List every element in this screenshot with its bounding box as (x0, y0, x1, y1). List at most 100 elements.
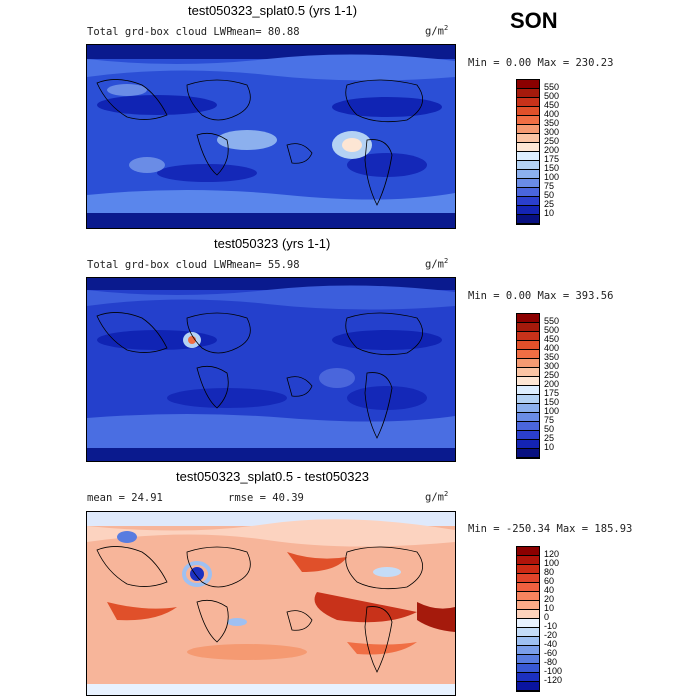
colorbar-label: 150 (544, 397, 560, 407)
colorbar-label: 100 (544, 558, 560, 568)
panel2-subtitle: Total grd-box cloud LWP (87, 259, 233, 271)
colorbar-label: 100 (544, 172, 560, 182)
colorbar-swatch (517, 682, 539, 691)
panel1-title: test050323_splat0.5 (yrs 1-1) (188, 3, 358, 18)
colorbar-swatch (517, 323, 539, 332)
colorbar-label: 250 (544, 370, 560, 380)
panel2-colorbar-labels: 550 500 450 400 350 300 250 200 175 150 100 75 50 25 1… (544, 313, 584, 457)
colorbar-swatch (517, 197, 539, 206)
colorbar-label: 550 (544, 316, 560, 326)
colorbar-swatch (517, 134, 539, 143)
colorbar-label: -60 (544, 648, 558, 658)
panel3-minmax: Min = -250.34 Max = 185.93 (468, 523, 633, 535)
colorbar-label: -100 (544, 666, 563, 676)
panel2-mean: mean= 55.98 (230, 259, 300, 271)
colorbar-label: 75 (544, 181, 555, 191)
colorbar-swatch (517, 574, 539, 583)
colorbar-label: 250 (544, 136, 560, 146)
panel3-colorbar (516, 546, 540, 692)
colorbar-label: 50 (544, 190, 555, 200)
panel3-rmse: rmse = 40.39 (228, 492, 304, 504)
colorbar-label: -20 (544, 630, 558, 640)
colorbar-swatch (517, 170, 539, 179)
colorbar-swatch (517, 610, 539, 619)
colorbar-label: -120 (544, 675, 563, 685)
colorbar-swatch (517, 368, 539, 377)
panel2-minmax: Min = 0.00 Max = 393.56 (468, 290, 614, 302)
colorbar-label: 450 (544, 334, 560, 344)
colorbar-label: 50 (544, 424, 555, 434)
colorbar-label: 300 (544, 127, 560, 137)
colorbar-swatch (517, 449, 539, 458)
colorbar-label: 350 (544, 352, 560, 362)
panel1-colorbar (516, 79, 540, 225)
colorbar-swatch (517, 107, 539, 116)
panel1-map (86, 44, 456, 229)
colorbar-swatch (517, 440, 539, 449)
colorbar-swatch (517, 206, 539, 215)
colorbar-swatch (517, 646, 539, 655)
colorbar-label: 120 (544, 549, 560, 559)
colorbar-swatch (517, 583, 539, 592)
colorbar-swatch (517, 80, 539, 89)
colorbar-swatch (517, 422, 539, 431)
colorbar-swatch (517, 188, 539, 197)
colorbar-swatch (517, 314, 539, 323)
colorbar-label: -10 (544, 621, 558, 631)
colorbar-label: 100 (544, 406, 560, 416)
colorbar-swatch (517, 125, 539, 134)
colorbar-swatch (517, 179, 539, 188)
colorbar-swatch (517, 592, 539, 601)
colorbar-label: 10 (544, 208, 555, 218)
colorbar-swatch (517, 350, 539, 359)
panel2-title: test050323 (yrs 1-1) (214, 236, 331, 251)
colorbar-swatch (517, 413, 539, 422)
panel2-map (86, 277, 456, 462)
colorbar-label: 150 (544, 163, 560, 173)
colorbar-label: 175 (544, 154, 560, 164)
colorbar-label: 25 (544, 433, 555, 443)
colorbar-label: -80 (544, 657, 558, 667)
colorbar-label: 350 (544, 118, 560, 128)
colorbar-swatch (517, 143, 539, 152)
colorbar-label: 300 (544, 361, 560, 371)
panel3-colorbar-labels: 120 100 80 60 40 20 10 0 -10 -20 -40 -60 -80 -100 -120 (544, 546, 584, 690)
colorbar-swatch (517, 395, 539, 404)
panel3-map (86, 511, 456, 696)
colorbar-swatch (517, 601, 539, 610)
colorbar-swatch (517, 386, 539, 395)
colorbar-swatch (517, 332, 539, 341)
colorbar-swatch (517, 89, 539, 98)
colorbar-swatch (517, 215, 539, 224)
colorbar-swatch (517, 116, 539, 125)
colorbar-label: 400 (544, 109, 560, 119)
colorbar-label: 500 (544, 325, 560, 335)
colorbar-swatch (517, 556, 539, 565)
colorbar-label: 10 (544, 442, 555, 452)
panel1-colorbar-labels: 550 500 450 400 350 300 250 200 175 150 100 75 50 25 1… (544, 79, 584, 223)
panel1-mean: mean= 80.88 (230, 26, 300, 38)
colorbar-swatch (517, 637, 539, 646)
colorbar-swatch (517, 547, 539, 556)
colorbar-swatch (517, 404, 539, 413)
season-label: SON (510, 8, 558, 33)
colorbar-swatch (517, 565, 539, 574)
colorbar-label: 500 (544, 91, 560, 101)
panel2-units: g/m2 (425, 257, 449, 271)
colorbar-label: 10 (544, 603, 555, 613)
colorbar-label: 175 (544, 388, 560, 398)
colorbar-swatch (517, 673, 539, 682)
colorbar-label: -40 (544, 639, 558, 649)
colorbar-label: 200 (544, 145, 560, 155)
colorbar-label: 450 (544, 100, 560, 110)
panel3-title: test050323_splat0.5 - test050323 (176, 469, 369, 484)
colorbar-swatch (517, 98, 539, 107)
colorbar-label: 20 (544, 594, 555, 604)
colorbar-label: 80 (544, 567, 555, 577)
colorbar-swatch (517, 359, 539, 368)
colorbar-swatch (517, 664, 539, 673)
colorbar-swatch (517, 161, 539, 170)
panel2-colorbar (516, 313, 540, 459)
colorbar-swatch (517, 341, 539, 350)
colorbar-swatch (517, 152, 539, 161)
